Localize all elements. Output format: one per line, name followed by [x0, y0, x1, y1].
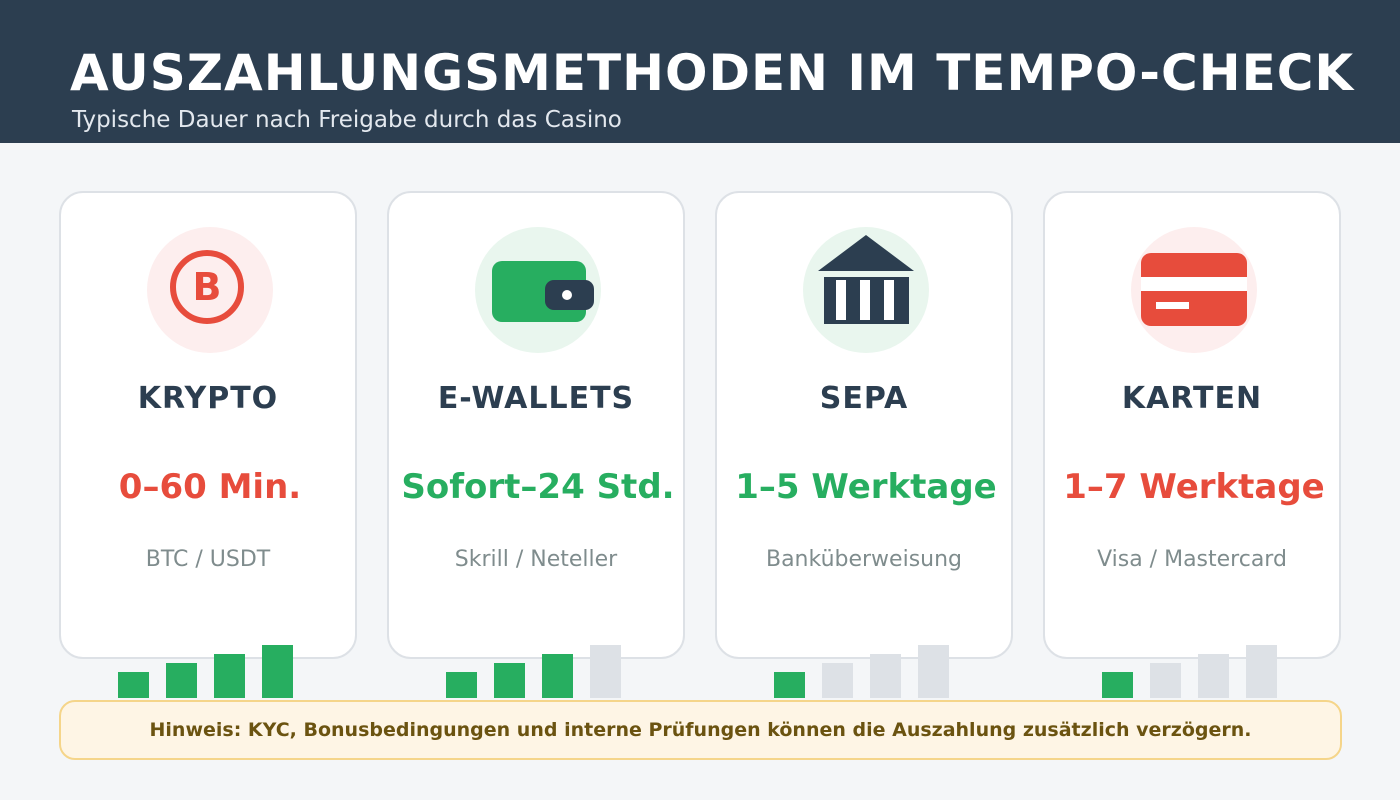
- speed-bar-active: [494, 663, 525, 698]
- card-title: SEPA: [819, 381, 909, 416]
- speed-bar-active: [262, 645, 293, 698]
- speed-bar-inactive: [590, 645, 621, 698]
- icon-badge: [803, 227, 929, 353]
- card-method: Skrill / Neteller: [454, 547, 618, 572]
- card-duration: 1–7 Werktage: [1063, 467, 1325, 507]
- card-method: Visa / Mastercard: [1097, 547, 1287, 572]
- speed-bar-inactive: [1246, 645, 1277, 698]
- method-card-krypto: B KRYPTO 0–60 Min. BTC / USDT: [59, 191, 357, 659]
- credit-card-icon: [1141, 253, 1247, 326]
- speed-bar-active: [446, 672, 477, 698]
- header-banner: AUSZAHLUNGSMETHODEN IM TEMPO-CHECK Typis…: [0, 0, 1400, 143]
- method-card-sepa: SEPA 1–5 Werktage Banküberweisung: [715, 191, 1013, 659]
- icon-badge: [1131, 227, 1257, 353]
- card-title: KRYPTO: [137, 381, 279, 416]
- speed-bars-krypto: [118, 640, 298, 698]
- card-duration: 1–5 Werktage: [735, 467, 997, 507]
- bitcoin-icon: B: [170, 250, 244, 324]
- speed-bar-inactive: [822, 663, 853, 698]
- speed-bar-active: [1102, 672, 1133, 698]
- speed-bar-inactive: [1150, 663, 1181, 698]
- icon-badge: B: [147, 227, 273, 353]
- wallet-icon: [492, 261, 594, 322]
- method-card-e-wallets: E-WALLETS Sofort–24 Std. Skrill / Netell…: [387, 191, 685, 659]
- card-method: BTC / USDT: [145, 547, 271, 572]
- speed-bar-active: [118, 672, 149, 698]
- speed-bars-e-wallets: [446, 640, 626, 698]
- card-method: Banküberweisung: [765, 547, 963, 572]
- page-subtitle: Typische Dauer nach Freigabe durch das C…: [72, 107, 622, 133]
- bank-icon: [818, 235, 914, 324]
- card-duration: Sofort–24 Std.: [401, 467, 675, 507]
- bitcoin-letter: B: [193, 265, 222, 309]
- speed-bars-karten: [1102, 640, 1282, 698]
- method-card-karten: KARTEN 1–7 Werktage Visa / Mastercard: [1043, 191, 1341, 659]
- page-title: AUSZAHLUNGSMETHODEN IM TEMPO-CHECK: [70, 44, 1355, 102]
- speed-bar-inactive: [870, 654, 901, 698]
- card-duration: 0–60 Min.: [118, 467, 302, 507]
- speed-bar-active: [214, 654, 245, 698]
- speed-bar-active: [166, 663, 197, 698]
- speed-bar-inactive: [1198, 654, 1229, 698]
- card-title: KARTEN: [1121, 381, 1263, 416]
- speed-bar-active: [774, 672, 805, 698]
- speed-bars-sepa: [774, 640, 954, 698]
- speed-bar-inactive: [918, 645, 949, 698]
- icon-badge: [475, 227, 601, 353]
- speed-bar-active: [542, 654, 573, 698]
- disclaimer-note: Hinweis: KYC, Bonusbedingungen und inter…: [59, 700, 1342, 760]
- card-title: E-WALLETS: [437, 381, 635, 416]
